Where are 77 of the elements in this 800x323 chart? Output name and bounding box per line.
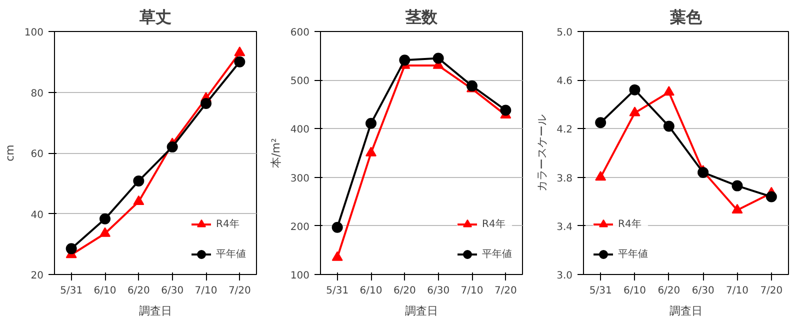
x-tick-label: 7/20 — [760, 286, 783, 296]
x-tick-label: 7/20 — [228, 286, 251, 296]
point — [663, 120, 674, 132]
legend-label: R4年 — [216, 218, 240, 231]
point — [766, 191, 777, 202]
x-tick-label: 6/20 — [127, 286, 150, 296]
legend-label: R4年 — [618, 218, 642, 231]
y-tick-label: 400 — [290, 124, 310, 136]
point — [595, 117, 606, 128]
y-tick-label: 200 — [290, 222, 310, 233]
x-axis-title: 調査日 — [139, 304, 172, 318]
y-tick-label: 600 — [290, 28, 310, 38]
x-tick-label: 6/10 — [624, 286, 646, 296]
y-axis-title: カラースケール — [536, 114, 549, 192]
chart-title: 草丈 — [138, 8, 172, 26]
y-axis-title: cm — [3, 144, 16, 162]
y-tick-label: 100 — [290, 270, 310, 282]
x-tick-label: 6/30 — [427, 286, 450, 296]
x-tick-label: 7/20 — [494, 286, 517, 296]
point — [100, 227, 110, 237]
point — [166, 141, 178, 152]
point — [629, 106, 640, 116]
y-tick-label: 20 — [30, 270, 44, 282]
point — [399, 54, 410, 66]
chart-title: 葉色 — [669, 8, 703, 26]
x-tick-label: 7/10 — [194, 286, 218, 296]
point — [366, 146, 376, 156]
x-tick-label: 6/10 — [94, 286, 116, 296]
y-tick-label: 5.0 — [556, 28, 573, 38]
legend-label: 平年値 — [482, 248, 512, 261]
x-tick-label: 5/31 — [326, 286, 349, 296]
x-tick-label: 5/31 — [589, 286, 612, 296]
y-tick-label: 40 — [30, 210, 44, 221]
point — [698, 166, 709, 178]
point — [595, 171, 606, 181]
y-tick-label: 4.2 — [556, 124, 573, 136]
point — [466, 80, 478, 92]
legend-label: 平年値 — [618, 248, 648, 261]
point — [234, 46, 246, 56]
x-axis-title: 調査日 — [670, 304, 702, 318]
x-tick-label: 7/10 — [726, 286, 748, 296]
point — [234, 56, 246, 68]
y-tick-label: 100 — [24, 28, 44, 38]
x-axis-title: 調査日 — [405, 304, 438, 318]
legend-label: 平年値 — [216, 248, 246, 261]
point — [629, 84, 640, 96]
y-tick-label: 300 — [290, 173, 310, 184]
x-tick-label: 6/30 — [161, 286, 184, 296]
point — [732, 204, 743, 214]
x-tick-label: 7/10 — [460, 286, 484, 296]
point — [66, 243, 77, 254]
point — [332, 222, 343, 233]
x-tick-label: 6/30 — [692, 286, 714, 296]
x-tick-label: 5/31 — [60, 286, 83, 296]
point — [133, 175, 144, 186]
y-tick-label: 4.6 — [556, 76, 573, 88]
point — [432, 52, 444, 64]
point — [100, 213, 110, 224]
legend-label: R4年 — [482, 218, 506, 231]
point — [663, 86, 674, 96]
y-tick-label: 500 — [290, 76, 310, 88]
y-tick-label: 80 — [30, 88, 44, 100]
point — [133, 195, 144, 205]
point — [332, 251, 343, 261]
y-tick-label: 3.0 — [556, 270, 573, 282]
point — [732, 180, 743, 192]
y-tick-label: 60 — [30, 149, 44, 160]
y-tick-label: 3.8 — [556, 173, 573, 184]
y-axis-title: 本/m² — [269, 138, 282, 168]
point — [200, 98, 212, 109]
x-tick-label: 6/20 — [658, 286, 680, 296]
point — [366, 118, 376, 129]
y-tick-label: 3.4 — [556, 222, 573, 233]
point — [500, 104, 512, 116]
chart-title: 茎数 — [404, 8, 438, 26]
x-tick-label: 6/10 — [360, 286, 382, 296]
x-tick-label: 6/20 — [393, 286, 416, 296]
